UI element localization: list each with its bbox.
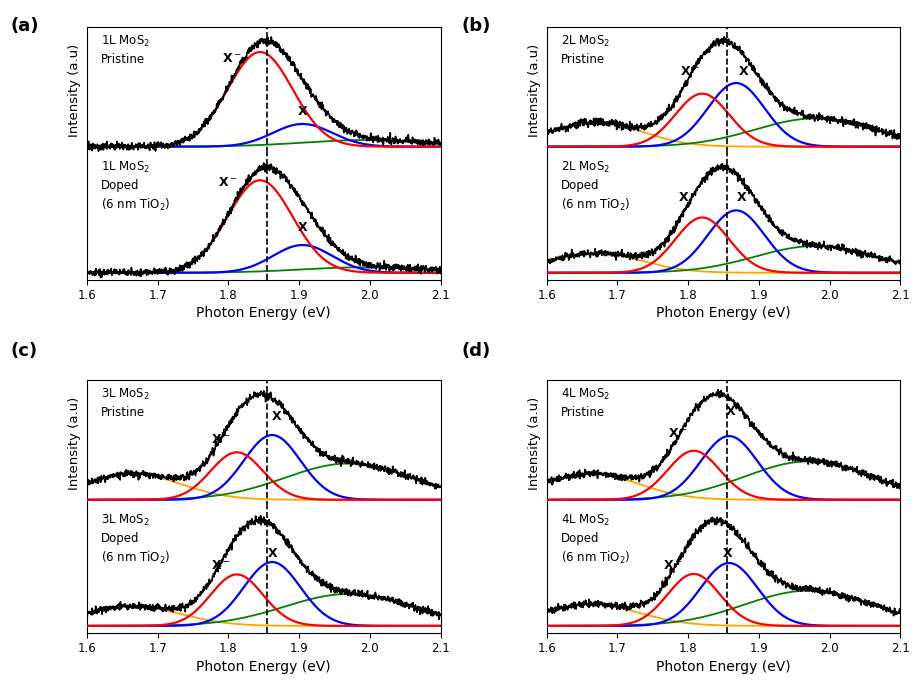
- Text: 3L MoS$_2$
Doped
(6 nm TiO$_2$): 3L MoS$_2$ Doped (6 nm TiO$_2$): [101, 513, 170, 566]
- X-axis label: Photon Energy (eV): Photon Energy (eV): [656, 659, 791, 674]
- Text: 2L MoS$_2$
Doped
(6 nm TiO$_2$): 2L MoS$_2$ Doped (6 nm TiO$_2$): [561, 160, 630, 213]
- Text: X$^-$: X$^-$: [211, 559, 231, 573]
- Text: X$^-$: X$^-$: [678, 191, 698, 204]
- Text: X$^-$: X$^-$: [218, 176, 239, 189]
- Text: X$^-$: X$^-$: [663, 559, 683, 573]
- X-axis label: Photon Energy (eV): Photon Energy (eV): [656, 306, 791, 321]
- Text: (a): (a): [11, 17, 39, 35]
- Text: X: X: [739, 65, 748, 78]
- Text: 4L MoS$_2$
Pristine: 4L MoS$_2$ Pristine: [561, 386, 610, 419]
- X-axis label: Photon Energy (eV): Photon Energy (eV): [197, 306, 331, 321]
- Text: X: X: [271, 410, 282, 423]
- Y-axis label: Intensity (a.u): Intensity (a.u): [528, 397, 541, 490]
- Text: (c): (c): [11, 342, 38, 360]
- Y-axis label: Intensity (a.u): Intensity (a.u): [69, 397, 81, 490]
- Text: 1L MoS$_2$
Doped
(6 nm TiO$_2$): 1L MoS$_2$ Doped (6 nm TiO$_2$): [101, 160, 170, 213]
- Text: X$^-$: X$^-$: [211, 433, 231, 446]
- Text: 3L MoS$_2$
Pristine: 3L MoS$_2$ Pristine: [101, 386, 150, 419]
- Text: 1L MoS$_2$
Pristine: 1L MoS$_2$ Pristine: [101, 34, 150, 66]
- Text: (d): (d): [462, 342, 491, 360]
- Text: X$^-$: X$^-$: [680, 65, 700, 78]
- Text: X: X: [298, 105, 307, 118]
- Text: X: X: [267, 547, 277, 560]
- Text: X: X: [726, 406, 736, 419]
- Text: X$^-$: X$^-$: [667, 427, 687, 440]
- Text: X$^-$: X$^-$: [222, 52, 242, 65]
- Text: 4L MoS$_2$
Doped
(6 nm TiO$_2$): 4L MoS$_2$ Doped (6 nm TiO$_2$): [561, 513, 630, 566]
- Y-axis label: Intensity (a.u): Intensity (a.u): [69, 44, 81, 137]
- Text: X: X: [737, 191, 746, 204]
- X-axis label: Photon Energy (eV): Photon Energy (eV): [197, 659, 331, 674]
- Text: X: X: [298, 221, 307, 234]
- Text: 2L MoS$_2$
Pristine: 2L MoS$_2$ Pristine: [561, 34, 610, 66]
- Y-axis label: Intensity (a.u): Intensity (a.u): [528, 44, 541, 137]
- Text: X: X: [723, 547, 732, 560]
- Text: (b): (b): [462, 17, 491, 35]
